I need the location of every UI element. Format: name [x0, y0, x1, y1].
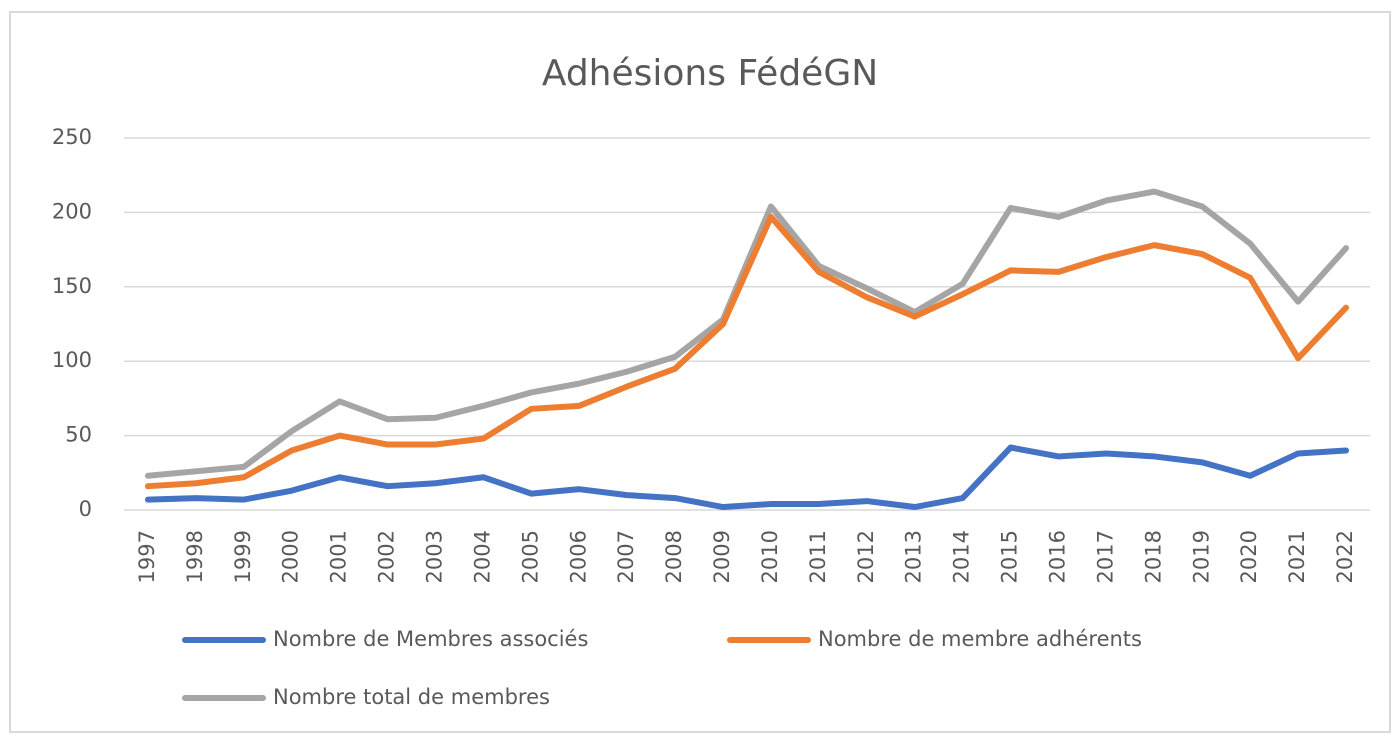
x-tick-label: 2006	[566, 530, 590, 583]
y-tick-label: 250	[52, 125, 92, 149]
x-tick-label: 2015	[998, 530, 1022, 583]
legend-label: Nombre de Membres associés	[273, 627, 588, 651]
y-tick-label: 0	[79, 497, 92, 521]
x-tick-label: 2000	[279, 530, 303, 583]
x-tick-label: 2009	[710, 530, 734, 583]
x-tick-label: 2018	[1141, 530, 1165, 583]
x-tick-label: 1998	[183, 530, 207, 583]
y-tick-label: 200	[52, 199, 92, 223]
x-tick-label: 2003	[423, 530, 447, 583]
x-tick-label: 2013	[902, 530, 926, 583]
series-line	[144, 188, 1350, 479]
x-tick-label: 2017	[1093, 530, 1117, 583]
x-tick-label: 1997	[135, 530, 159, 583]
x-tick-label: 2002	[375, 530, 399, 583]
y-tick-label: 100	[52, 348, 92, 372]
x-tick-label: 2001	[327, 530, 351, 583]
x-tick-label: 2010	[758, 530, 782, 583]
x-tick-label: 2011	[806, 530, 830, 583]
x-tick-label: 2021	[1285, 530, 1309, 583]
y-tick-label: 150	[52, 274, 92, 298]
chart-frame	[9, 11, 1391, 733]
chart-title: Adhésions FédéGN	[542, 53, 878, 94]
x-tick-label: 1999	[231, 530, 255, 583]
x-tick-label: 2022	[1333, 530, 1357, 583]
series-line	[144, 444, 1350, 511]
x-tick-label: 2016	[1046, 530, 1070, 583]
x-tick-label: 2019	[1189, 530, 1213, 583]
x-tick-label: 2007	[614, 530, 638, 583]
x-tick-label: 2004	[470, 530, 494, 583]
x-tick-label: 2014	[950, 530, 974, 583]
x-tick-label: 2008	[662, 530, 686, 583]
legend-label: Nombre de membre adhérents	[818, 627, 1142, 651]
y-tick-label: 50	[65, 423, 92, 447]
x-tick-label: 2005	[518, 530, 542, 583]
x-tick-label: 2012	[854, 530, 878, 583]
x-tick-label: 2020	[1237, 530, 1261, 583]
series-line	[144, 213, 1350, 490]
legend-label: Nombre total de membres	[273, 685, 550, 709]
